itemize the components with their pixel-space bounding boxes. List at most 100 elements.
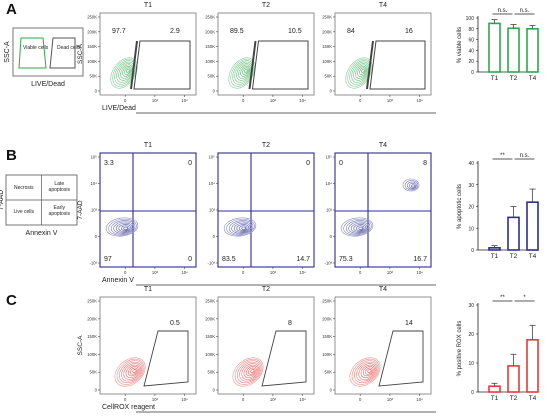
y-tick-label: 30 [468, 183, 474, 189]
y-tick-label: 10⁵ [209, 155, 216, 160]
dead-gate [369, 40, 426, 90]
y-tick-label: 200K [322, 316, 332, 321]
schematic-ylabel: 7-AAD [0, 190, 5, 211]
category-label: T4 [529, 75, 537, 82]
population-contour [353, 63, 369, 81]
gate-percent-dead: 16 [405, 28, 413, 35]
plot-title: T4 [379, 2, 387, 9]
bar-ylabel: % positive ROX cells [457, 321, 463, 377]
y-tick-label: 10⁴ [326, 181, 333, 186]
population-contour [118, 63, 134, 81]
dead-gate [251, 40, 309, 90]
x-tick-label: 10³ [387, 270, 394, 275]
y-tick-label: 50K [208, 74, 216, 79]
bar-t2 [507, 216, 520, 251]
y-tick-label: 250K [205, 15, 215, 20]
x-tick-label: 0 [124, 270, 127, 275]
population-contour [233, 222, 251, 233]
gate-percent-dead: 10.5 [288, 28, 302, 35]
category-label: T2 [510, 75, 518, 82]
y-tick-label: 50K [325, 370, 333, 375]
late-apoptotic-population-contour [402, 178, 420, 192]
y-tick-label: 250K [87, 299, 97, 304]
population-contour [237, 360, 262, 384]
population-contour [127, 366, 139, 377]
flow-plot-t2: T2 250K 200K 150K 100K 50K 0 0 10³ 10⁴ 8 [205, 286, 315, 402]
plot-title: T1 [144, 286, 152, 293]
y-tick-label: 0 [95, 234, 98, 239]
y-tick-label: 150K [205, 44, 215, 49]
population-contour [354, 360, 379, 384]
y-tick-label: 10⁵ [326, 155, 333, 160]
quadrant-percent-ur: 0 [306, 160, 310, 167]
category-label: T1 [491, 75, 499, 82]
gate-label-dead: Dead cells [57, 45, 81, 51]
population-contour [351, 61, 370, 83]
x-tick-label: 10³ [387, 98, 394, 103]
gate-percent-positive: 0.5 [170, 320, 180, 327]
bar-t4 [526, 27, 539, 73]
y-tick-label: 80 [468, 27, 474, 33]
population-contour [240, 66, 250, 77]
x-tick-label: 10⁴ [181, 397, 188, 402]
y-tick-label: 0 [213, 89, 216, 94]
x-tick-label: 0 [124, 397, 127, 402]
gate-percent-dead: 2.9 [170, 28, 180, 35]
population-contour [122, 66, 132, 77]
y-tick-label: 250K [322, 15, 332, 20]
y-tick-label: 0 [213, 388, 216, 393]
quadrant-percent-lr: 14.7 [296, 256, 310, 263]
y-tick-label: 20 [468, 332, 474, 338]
y-tick-label: 0 [330, 388, 333, 393]
quadrant-label-line: apoptosis [49, 211, 71, 217]
y-tick-label: 200K [87, 29, 97, 34]
quadrant-percent-ur: 0 [188, 160, 192, 167]
population-contour [236, 63, 252, 81]
population-contour [120, 225, 130, 231]
population-contour [357, 66, 367, 77]
y-tick-label: 10⁴ [209, 181, 216, 186]
y-tick-label: 50K [208, 370, 216, 375]
population-contour [115, 222, 133, 233]
population-contour [123, 363, 141, 380]
plot-title: T2 [262, 142, 270, 149]
population-contour [105, 217, 139, 237]
plot-title: T1 [144, 142, 152, 149]
y-tick-label: 60 [468, 38, 474, 44]
bar-chart: 0 10 20 30 40 % apoptotic cells T1 T2 T4 ** n.s. [457, 153, 539, 260]
population-contour [126, 68, 130, 73]
population-contour [355, 64, 368, 79]
x-tick-label: 0 [242, 270, 245, 275]
dead-gate [133, 40, 191, 90]
x-tick-label: 10⁴ [299, 270, 306, 275]
y-tick-label: 10³ [91, 208, 98, 213]
y-tick-label: -10³ [208, 261, 216, 266]
population-contour [361, 68, 365, 73]
rox-gate [378, 330, 424, 387]
bar-t1 [488, 247, 501, 251]
significance-label: * [523, 295, 526, 301]
y-tick-label: 100K [322, 59, 332, 64]
population-contour [234, 358, 263, 385]
population-contour [343, 218, 372, 236]
population-contour [132, 369, 137, 373]
x-tick-label: 10³ [270, 270, 277, 275]
y-tick-label: 0 [471, 248, 474, 254]
flow-plot-t2: T2 250K 200K 150K 100K 50K 0 0 10³ 10⁴ 89.5 10.5 [205, 2, 315, 103]
population-contour [367, 369, 372, 373]
y-tick-label: 10 [468, 226, 474, 232]
y-tick-label: 10³ [209, 208, 216, 213]
population-contour [228, 220, 254, 235]
quadrant-label-line: Late [54, 181, 64, 187]
schematic-xlabel: Annexin V [26, 230, 58, 237]
plot-title: T2 [262, 286, 270, 293]
plot-title: T2 [262, 2, 270, 9]
flow-plot-t1: T1 250K 200K 150K 100K 50K 0 0 10³ 10⁴ 97.7 2.9 SSC-… [77, 2, 197, 112]
plot-title: T4 [379, 286, 387, 293]
y-tick-label: 30 [468, 303, 474, 309]
bar-ylabel: % viable cells [457, 27, 463, 63]
